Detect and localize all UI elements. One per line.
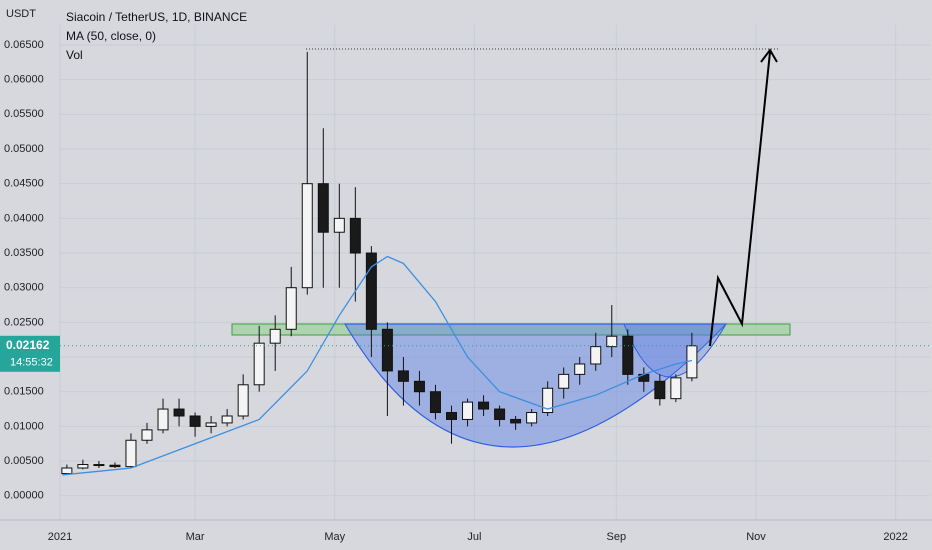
y-tick-label: 0.00000 xyxy=(4,490,44,502)
candle-body xyxy=(558,373,570,389)
y-tick-label: 0.05000 xyxy=(4,143,44,155)
candle-body xyxy=(510,418,522,424)
candle-body xyxy=(622,335,634,375)
candle-body xyxy=(542,387,554,414)
y-tick-label: 0.03500 xyxy=(4,247,44,259)
candle-body xyxy=(77,464,89,469)
candle-body xyxy=(317,183,329,233)
x-tick-label: Jul xyxy=(467,531,481,543)
y-tick-label: 0.06500 xyxy=(4,39,44,51)
last-price-box xyxy=(0,335,60,372)
y-tick-label: 0.00500 xyxy=(4,455,44,467)
candle-body xyxy=(446,412,457,420)
candle-body xyxy=(349,217,361,254)
x-tick-label: 2022 xyxy=(883,531,907,543)
candle-body xyxy=(173,408,185,417)
candle-body xyxy=(221,415,233,424)
candle-body xyxy=(670,377,682,400)
candle-body xyxy=(494,408,506,420)
candle-body xyxy=(526,412,538,424)
y-tick-label: 0.05500 xyxy=(4,108,44,120)
y-tick-label: 0.01500 xyxy=(4,386,44,398)
candle-body xyxy=(429,391,441,414)
x-tick-label: Mar xyxy=(186,531,205,543)
y-tick-label: 0.04000 xyxy=(4,212,44,224)
handle-pattern xyxy=(623,323,727,378)
projection-arrow xyxy=(709,48,778,347)
y-unit: USDT xyxy=(6,8,36,20)
x-tick-label: Sep xyxy=(607,531,627,543)
candle-body xyxy=(413,380,425,393)
candle-body xyxy=(205,422,217,427)
candle-body xyxy=(253,342,265,386)
candle-body xyxy=(141,429,153,441)
x-tick-label: 2021 xyxy=(48,531,72,543)
x-tick-label: May xyxy=(324,531,345,543)
candle-body xyxy=(285,287,297,330)
y-tick-label: 0.02500 xyxy=(4,316,44,328)
drawings xyxy=(61,48,791,476)
last-price-label: 0.02162 xyxy=(6,338,50,352)
candle-body xyxy=(397,370,409,382)
candle-body xyxy=(109,464,121,468)
candle-body xyxy=(654,380,666,400)
candle-body xyxy=(237,384,249,417)
chart-title: Siacoin / TetherUS, 1D, BINANCE xyxy=(66,10,247,24)
candle-body xyxy=(61,467,73,475)
candle-body xyxy=(365,252,377,330)
countdown: 14:55:32 xyxy=(10,357,53,369)
candle-body xyxy=(606,335,618,348)
candle-body xyxy=(269,328,281,344)
y-tick-label: 0.03000 xyxy=(4,282,44,294)
candle-body xyxy=(478,401,490,410)
candle-body xyxy=(462,401,474,420)
x-tick-label: Nov xyxy=(746,531,766,543)
candle-body xyxy=(574,363,586,375)
candle-body xyxy=(189,415,201,427)
candle-body xyxy=(381,328,393,372)
ma-line xyxy=(62,255,693,476)
candle-body xyxy=(93,464,105,467)
y-tick-label: 0.06000 xyxy=(4,74,44,86)
candle-body xyxy=(301,183,313,289)
candle-body xyxy=(333,217,345,233)
candle-body xyxy=(125,439,137,468)
y-tick-label: 0.01000 xyxy=(4,420,44,432)
y-tick-label: 0.04500 xyxy=(4,178,44,190)
candle-body xyxy=(590,346,602,365)
candle-body xyxy=(157,408,169,431)
volume-label: Vol xyxy=(66,48,83,62)
indicator-label: MA (50, close, 0) xyxy=(66,29,156,43)
